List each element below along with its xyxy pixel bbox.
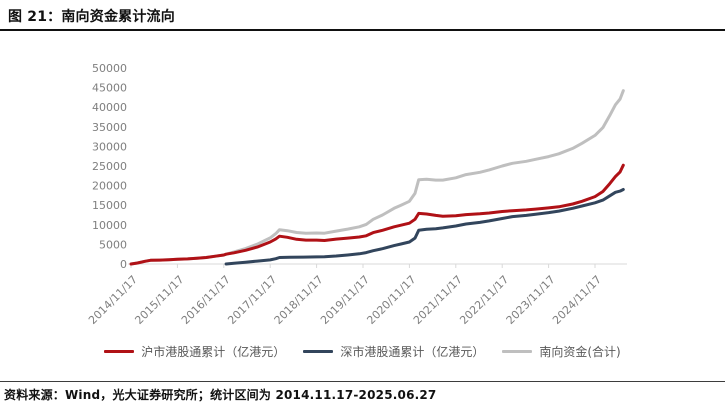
y-tick-label: 40000	[92, 101, 127, 114]
x-tick-label: 2014/11/17	[86, 273, 140, 327]
x-tick-label: 2021/11/17	[411, 273, 465, 327]
y-tick-label: 25000	[92, 160, 127, 173]
y-tick-label: 5000	[99, 238, 127, 251]
legend-line-swatch-total	[502, 349, 533, 353]
x-tick-label: 2015/11/17	[132, 273, 186, 327]
figure-title: 图 21：南向资金累计流向	[8, 9, 175, 25]
series-line-total	[129, 89, 625, 266]
legend-label-sz: 深市港股通累计（亿港元）	[340, 344, 485, 359]
chart-area: 2014/11/17 2015/11/17 2016/11/17 2017/11/17…	[0, 34, 725, 336]
legend-label-total: 南向资金(合计)	[539, 344, 621, 359]
x-tick-label: 2020/11/17	[364, 273, 418, 327]
x-tick-label: 2016/11/17	[179, 273, 233, 327]
series-line-sh	[129, 163, 625, 266]
legend-item-sh: 沪市港股通累计（亿港元）	[104, 343, 285, 360]
legend-item-total: 南向资金(合计)	[502, 343, 621, 360]
x-tick-label: 2023/11/17	[504, 273, 558, 327]
y-tick-label: 0	[120, 258, 127, 271]
y-tick-label: 35000	[92, 121, 127, 134]
legend-item-sz: 深市港股通累计（亿港元）	[303, 343, 484, 360]
title-rule	[0, 29, 725, 31]
y-tick-label: 50000	[92, 62, 127, 75]
x-tick-label: 2017/11/17	[225, 273, 279, 327]
y-tick-label: 10000	[92, 219, 127, 232]
series-line-sz	[224, 188, 625, 266]
chart-legend: 沪市港股通累计（亿港元） 深市港股通累计（亿港元） 南向资金(合计)	[0, 341, 725, 361]
y-tick-label: 45000	[92, 82, 127, 95]
x-tick-label: 2024/11/17	[550, 273, 604, 327]
y-tick-label: 30000	[92, 140, 127, 153]
legend-label-sh: 沪市港股通累计（亿港元）	[141, 344, 286, 359]
x-tick-label: 2019/11/17	[318, 273, 372, 327]
y-tick-label: 15000	[92, 199, 127, 212]
line-chart: 2014/11/172015/11/172016/11/172017/11/17…	[86, 62, 627, 327]
x-tick-label: 2022/11/17	[457, 273, 511, 327]
footer-rule	[0, 381, 725, 382]
legend-line-swatch-sz	[303, 349, 334, 353]
y-tick-label: 20000	[92, 180, 127, 193]
x-tick-label: 2018/11/17	[272, 273, 326, 327]
source-note: 资料来源：Wind，光大证券研究所；统计区间为 2014.11.17-2025.…	[4, 388, 437, 402]
legend-line-swatch-sh	[104, 349, 135, 353]
